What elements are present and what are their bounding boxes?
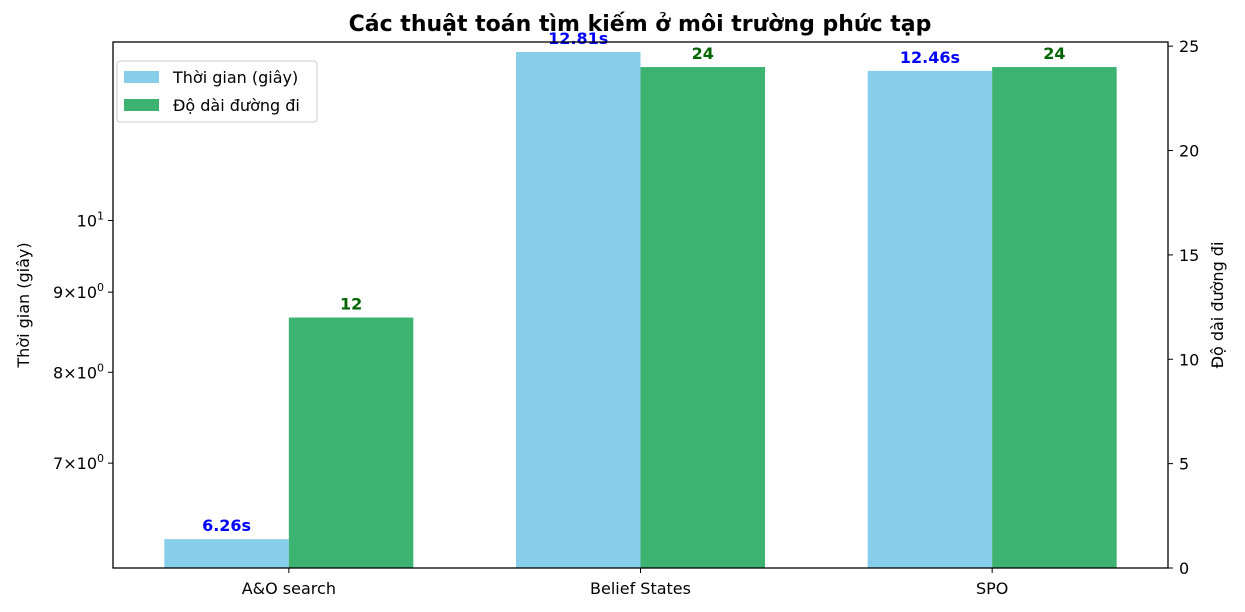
- legend-swatch-path-length: [124, 99, 159, 111]
- right-y-tick-label: 5: [1179, 455, 1189, 474]
- bars-layer: [164, 52, 1117, 569]
- x-axis: A&O search Belief States SPO: [242, 568, 1008, 598]
- data-label-th-i-gian-gi-y-spo: 12.46s: [900, 48, 960, 67]
- bar-th-i-gian-gi-y-belief-states: [516, 52, 641, 569]
- right-y-tick-label: 10: [1179, 350, 1199, 369]
- right-y-tick-label: 15: [1179, 246, 1199, 265]
- right-y-tick-label: 20: [1179, 142, 1199, 161]
- legend-label-path-length: Độ dài đường đi: [173, 96, 300, 115]
- right-y-axis-label: Độ dài đường đi: [1208, 242, 1227, 369]
- data-labels-layer: 6.26s 12.81s 12.46s 12 24 24: [202, 29, 1065, 535]
- legend: Thời gian (giây) Độ dài đường đi: [116, 60, 318, 123]
- left-y-tick-label: 101: [77, 209, 104, 230]
- right-y-tick-label: 25: [1179, 37, 1199, 56]
- bar-th-i-gian-gi-y-a-o-search: [164, 539, 289, 568]
- bar-d-i-ng-i-belief-states: [640, 67, 765, 569]
- x-tick-label-spo: SPO: [976, 579, 1008, 598]
- right-y-tick-label: 0: [1179, 559, 1189, 578]
- bar-d-i-ng-i-a-o-search: [288, 317, 414, 568]
- data-label-th-i-gian-gi-y-a-o-search: 6.26s: [202, 516, 251, 535]
- legend-swatch-time: [124, 71, 159, 83]
- legend-label-time: Thời gian (giây): [172, 68, 298, 87]
- left-y-axis: 7×100 8×100 9×100 101: [53, 209, 113, 473]
- legend-frame: [116, 60, 318, 123]
- left-y-tick-label: 9×100: [53, 281, 104, 302]
- bar-d-i-ng-i-spo: [992, 67, 1117, 569]
- left-y-tick-label: 7×100: [53, 452, 104, 473]
- left-y-axis-label: Thời gian (giây): [14, 242, 33, 368]
- data-label-d-i-ng-i-spo: 24: [1043, 44, 1065, 63]
- chart-title: Các thuật toán tìm kiếm ở môi trường phứ…: [349, 12, 932, 37]
- x-tick-label-belief-states: Belief States: [590, 579, 691, 598]
- data-label-d-i-ng-i-belief-states: 24: [692, 44, 714, 63]
- right-y-axis: 0 5 10 15 20 25: [1168, 37, 1199, 578]
- data-label-d-i-ng-i-a-o-search: 12: [340, 295, 362, 314]
- bar-th-i-gian-gi-y-spo: [867, 70, 993, 568]
- data-label-th-i-gian-gi-y-belief-states: 12.81s: [548, 29, 608, 48]
- left-y-tick-label: 8×100: [53, 361, 104, 382]
- x-tick-label-a-o-search: A&O search: [242, 579, 336, 598]
